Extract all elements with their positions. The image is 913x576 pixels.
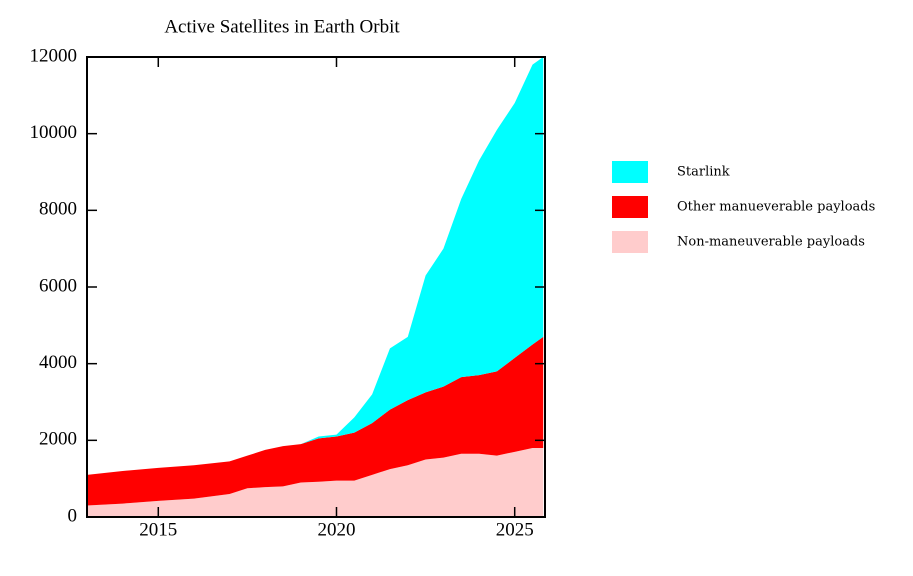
x-tick-label: 2025 [496,519,534,540]
legend-swatch [612,196,648,218]
x-tick-label: 2020 [317,519,355,540]
y-tick-label: 6000 [39,275,77,296]
legend-label: Starlink [677,165,730,180]
y-tick-label: 10000 [30,122,78,143]
legend-label: Non-maneuverable payloads [677,235,865,250]
area [87,448,544,517]
y-tick-label: 2000 [39,429,77,450]
area [87,336,544,506]
y-tick-label: 0 [68,505,78,526]
y-tick-label: 4000 [39,352,77,373]
y-tick-label: 8000 [39,199,77,220]
legend-swatch [612,231,648,253]
legend-swatch [612,161,648,183]
y-tick-label: 12000 [30,45,78,66]
area [87,57,544,475]
chart-title: Active Satellites in Earth Orbit [164,16,400,37]
x-tick-label: 2015 [139,519,177,540]
legend-label: Other manueverable payloads [677,200,875,215]
